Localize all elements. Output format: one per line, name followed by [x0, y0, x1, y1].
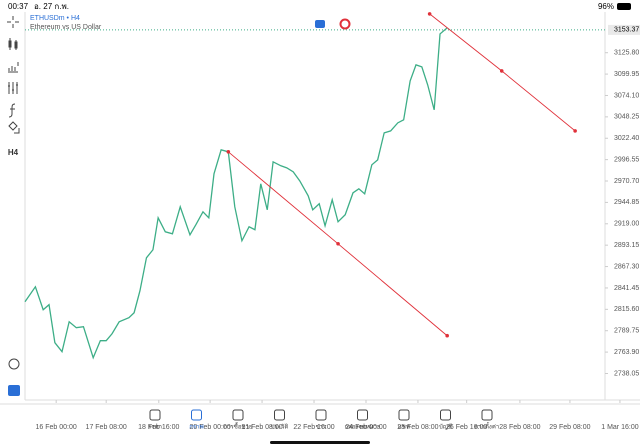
symbol-name[interactable]: ETHUSDm • H4	[30, 15, 80, 22]
y-tick-label: 3099.95	[614, 71, 639, 78]
battery-icon	[617, 3, 631, 10]
y-tick-label: 2738.05	[614, 370, 639, 377]
symbol-description: Ethereum vs US Dollar	[30, 24, 102, 31]
left-toolbar	[7, 16, 20, 370]
y-tick-label: 2815.60	[614, 306, 639, 313]
tab-label: กล่องจดหมาย	[344, 424, 380, 431]
tab[interactable]: กราฟ	[189, 409, 204, 431]
y-tick-label: 2996.55	[614, 156, 639, 163]
indicator-tool[interactable]	[8, 62, 19, 73]
buy-button[interactable]	[339, 18, 351, 30]
battery-level: 96%	[598, 2, 614, 11]
objects-tool[interactable]	[8, 121, 20, 134]
tab[interactable]: ราคา	[148, 409, 162, 431]
x-tick-label: 22 Feb 16:00	[293, 424, 334, 431]
tab-icon	[149, 409, 161, 421]
y-tick-label: 2944.85	[614, 199, 639, 206]
tab-icon	[274, 409, 285, 421]
x-tick-label: 1 Mar 16:00	[601, 424, 638, 431]
tab-icon	[398, 409, 410, 421]
x-tick-label: 21 Feb 08:00	[241, 424, 282, 431]
sell-button[interactable]	[315, 20, 325, 28]
tab-label: บัญชี	[439, 423, 452, 431]
y-tick-label: 2919.00	[614, 221, 639, 228]
y-tick-label: 2789.75	[614, 328, 639, 335]
tab-label: การซื้อขาย	[224, 421, 253, 431]
home-indicator	[270, 441, 370, 444]
y-tick-label: 3074.10	[614, 92, 639, 99]
last-price-box	[608, 24, 640, 35]
tab-icon	[315, 409, 327, 421]
tab[interactable]: ประวัติ	[271, 409, 289, 431]
x-tick-label: 20 Feb 00:00	[189, 424, 230, 431]
y-tick-label: 3022.40	[614, 135, 639, 142]
x-tick-label: 17 Feb 08:00	[86, 424, 127, 431]
status-time: 00:37	[8, 2, 29, 11]
tab-label: ประวัติ	[271, 424, 289, 431]
tab[interactable]: แชท	[398, 409, 410, 431]
zoom-tool[interactable]	[8, 358, 20, 370]
crosshair-tool[interactable]	[7, 16, 19, 28]
x-tick-label: 28 Feb 08:00	[499, 424, 540, 431]
tab[interactable]: กล่องจดหมาย	[344, 409, 381, 431]
settings-tool[interactable]	[8, 82, 18, 94]
y-tick-label: 2867.30	[614, 263, 639, 270]
trade-icon[interactable]	[8, 385, 20, 396]
y-tick-label: 2841.45	[614, 285, 639, 292]
tab[interactable]: บัญชี	[439, 409, 452, 431]
y-tick-label: 3048.25	[614, 114, 639, 121]
tab[interactable]: การซื้อขาย	[224, 409, 253, 431]
y-tick-label: 2893.15	[614, 242, 639, 249]
y-tick-label: 2970.70	[614, 178, 639, 185]
tab-label: การตั้งค่า	[475, 421, 499, 431]
timeframe-button[interactable]: H4	[8, 148, 19, 157]
tab[interactable]: การตั้งค่า	[475, 409, 499, 431]
x-tick-label: 18 Feb 16:00	[138, 424, 179, 431]
y-tick-label: 3125.80	[614, 50, 639, 57]
tab-icon	[481, 409, 493, 421]
tab-icon	[191, 409, 202, 421]
status-date: อ. 27 ก.พ.	[34, 2, 69, 11]
trendline-point	[336, 242, 340, 246]
x-tick-label: 16 Feb 00:00	[36, 424, 77, 431]
tab[interactable]: ข่าว	[315, 409, 327, 431]
last-price-label: 3153.37	[614, 27, 639, 34]
price-line	[24, 27, 448, 360]
tab-label: ราคา	[148, 424, 162, 431]
y-tick-label: 2763.90	[614, 349, 639, 356]
tab-icon	[232, 409, 244, 421]
chart-type-tool[interactable]	[8, 38, 18, 50]
tab-label: กราฟ	[189, 424, 203, 431]
tab-icon	[440, 409, 451, 421]
x-tick-label: 29 Feb 08:00	[549, 424, 590, 431]
tab-icon	[357, 409, 368, 421]
x-tick-label: 25 Feb 08:00	[397, 424, 438, 431]
trendline-point	[445, 333, 449, 338]
trendline-point	[499, 69, 504, 73]
function-tool[interactable]	[8, 103, 16, 118]
x-tick-label: 24 Feb 00:00	[345, 424, 386, 431]
trendline-point	[226, 150, 231, 154]
tab-label: แชท	[398, 424, 410, 431]
x-tick-label: 26 Feb 16:00	[446, 424, 487, 431]
trendline-point	[427, 12, 432, 16]
tab-label: ข่าว	[316, 424, 327, 431]
trendline-point	[573, 129, 577, 133]
